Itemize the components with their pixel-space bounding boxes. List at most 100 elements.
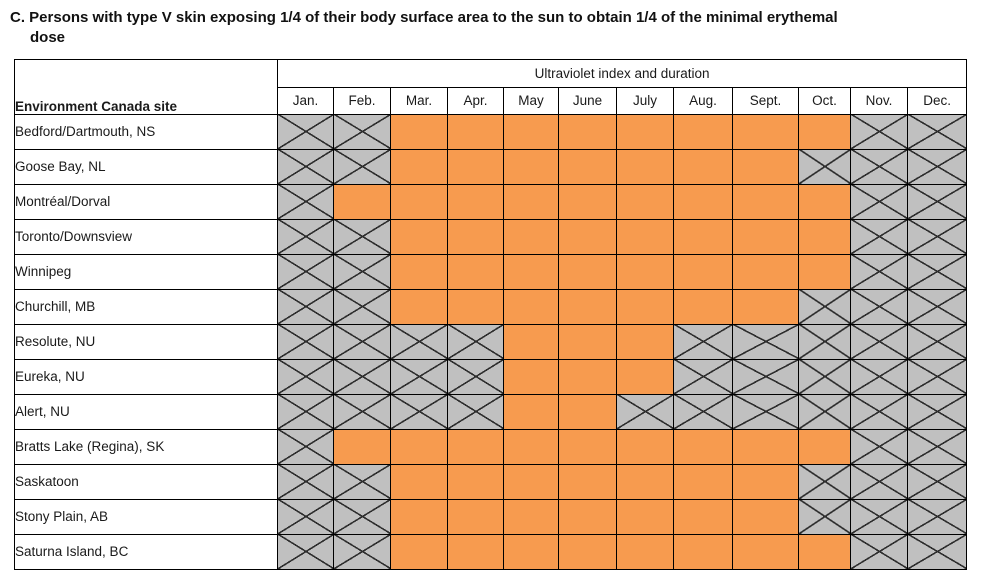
uv-exposure-cell: [673, 498, 733, 535]
table-body: Bedford/Dartmouth, NS Goose Bay, NL Montré…: [14, 113, 968, 570]
not-applicable-cell: [277, 288, 334, 325]
month-header: Nov.: [850, 86, 908, 115]
uv-exposure-cell: [732, 288, 799, 325]
uv-exposure-cell: [503, 288, 559, 325]
not-applicable-cell: [850, 463, 908, 500]
uv-exposure-cell: [447, 463, 504, 500]
uv-exposure-cell: [447, 428, 504, 465]
not-applicable-cell: [333, 323, 391, 360]
uv-exposure-cell: [732, 148, 799, 185]
site-row: Eureka, NU: [14, 358, 968, 395]
uv-exposure-cell: [732, 463, 799, 500]
month-header: July: [616, 86, 674, 115]
site-row: Bratts Lake (Regina), SK: [14, 428, 968, 465]
uv-exposure-cell: [798, 113, 851, 150]
not-applicable-cell: [850, 498, 908, 535]
uv-exposure-cell: [673, 183, 733, 220]
not-applicable-cell: [798, 323, 851, 360]
uv-exposure-cell: [798, 218, 851, 255]
month-header: Oct.: [798, 86, 851, 115]
uv-exposure-cell: [390, 288, 448, 325]
uv-exposure-cell: [503, 358, 559, 395]
not-applicable-cell: [333, 148, 391, 185]
uv-exposure-cell: [503, 253, 559, 290]
uv-exposure-cell: [503, 218, 559, 255]
site-name: Bratts Lake (Regina), SK: [14, 428, 278, 465]
site-row: Montréal/Dorval: [14, 183, 968, 220]
not-applicable-cell: [732, 393, 799, 430]
not-applicable-cell: [798, 358, 851, 395]
uv-exposure-cell: [447, 533, 504, 570]
uv-exposure-cell: [732, 253, 799, 290]
uv-exposure-cell: [558, 218, 617, 255]
site-name: Saskatoon: [14, 463, 278, 500]
uv-exposure-cell: [390, 463, 448, 500]
uv-exposure-cell: [447, 148, 504, 185]
month-header: May: [503, 86, 559, 115]
uv-exposure-cell: [616, 498, 674, 535]
not-applicable-cell: [333, 113, 391, 150]
uv-exposure-cell: [673, 463, 733, 500]
uv-exposure-cell: [798, 253, 851, 290]
uv-exposure-cell: [616, 253, 674, 290]
uv-exposure-cell: [616, 428, 674, 465]
not-applicable-cell: [673, 393, 733, 430]
not-applicable-cell: [906, 498, 968, 535]
not-applicable-cell: [798, 463, 851, 500]
uv-index-duration-table: Environment Canada site Ultraviolet inde…: [14, 58, 968, 570]
uv-exposure-cell: [558, 463, 617, 500]
uv-exposure-cell: [732, 498, 799, 535]
not-applicable-cell: [333, 358, 391, 395]
uv-exposure-cell: [616, 288, 674, 325]
month-header: Mar.: [390, 86, 448, 115]
site-name: Bedford/Dartmouth, NS: [14, 113, 278, 150]
uv-exposure-cell: [390, 253, 448, 290]
not-applicable-cell: [798, 288, 851, 325]
uv-exposure-cell: [390, 183, 448, 220]
not-applicable-cell: [333, 498, 391, 535]
not-applicable-cell: [798, 148, 851, 185]
not-applicable-cell: [732, 358, 799, 395]
site-row: Goose Bay, NL: [14, 148, 968, 185]
not-applicable-cell: [906, 323, 968, 360]
uv-exposure-cell: [503, 428, 559, 465]
uv-exposure-cell: [673, 533, 733, 570]
not-applicable-cell: [277, 218, 334, 255]
uv-exposure-cell: [558, 323, 617, 360]
not-applicable-cell: [850, 183, 908, 220]
uv-exposure-cell: [503, 393, 559, 430]
not-applicable-cell: [798, 498, 851, 535]
month-header: June: [558, 86, 617, 115]
not-applicable-cell: [906, 393, 968, 430]
not-applicable-cell: [447, 393, 504, 430]
not-applicable-cell: [798, 393, 851, 430]
uv-exposure-cell: [673, 428, 733, 465]
uv-exposure-cell: [503, 463, 559, 500]
uv-exposure-cell: [558, 358, 617, 395]
site-row: Stony Plain, AB: [14, 498, 968, 535]
uv-exposure-cell: [732, 218, 799, 255]
not-applicable-cell: [447, 358, 504, 395]
site-row: Toronto/Downsview: [14, 218, 968, 255]
not-applicable-cell: [333, 463, 391, 500]
site-name: Montréal/Dorval: [14, 183, 278, 220]
not-applicable-cell: [277, 533, 334, 570]
site-row: Churchill, MB: [14, 288, 968, 325]
uv-exposure-cell: [390, 113, 448, 150]
uv-exposure-cell: [390, 218, 448, 255]
uv-exposure-cell: [447, 218, 504, 255]
not-applicable-cell: [277, 113, 334, 150]
site-name: Saturna Island, BC: [14, 533, 278, 570]
not-applicable-cell: [906, 148, 968, 185]
uv-exposure-cell: [558, 533, 617, 570]
uv-exposure-cell: [673, 218, 733, 255]
site-name: Resolute, NU: [14, 323, 278, 360]
uv-exposure-cell: [732, 183, 799, 220]
site-row: Alert, NU: [14, 393, 968, 430]
not-applicable-cell: [850, 288, 908, 325]
not-applicable-cell: [333, 218, 391, 255]
not-applicable-cell: [277, 358, 334, 395]
month-header-row: Jan. Feb. Mar. Apr. May June July Aug. Sept. Oct.…: [15, 86, 968, 115]
not-applicable-cell: [673, 323, 733, 360]
